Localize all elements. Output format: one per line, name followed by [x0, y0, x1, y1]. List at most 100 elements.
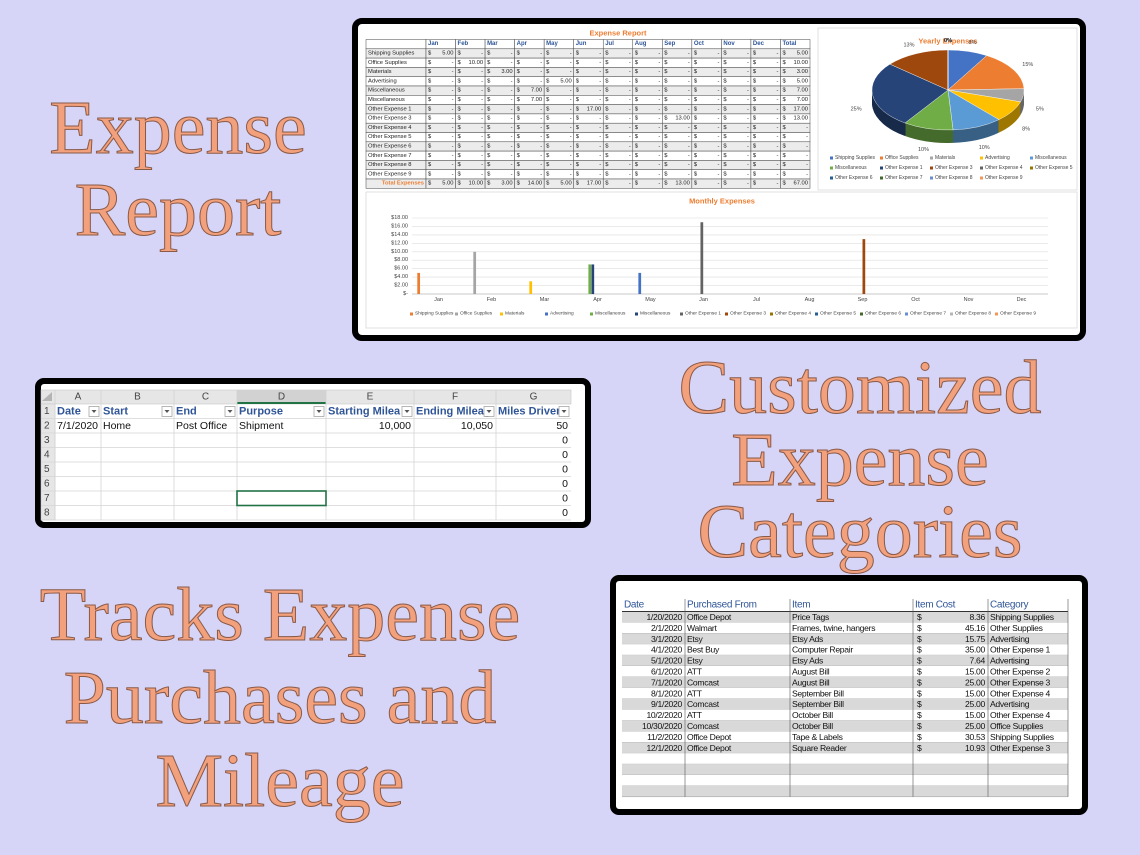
- heading-line: Mileage: [155, 739, 404, 823]
- currency-symbol: $: [517, 50, 521, 56]
- cell-value: -: [540, 106, 542, 112]
- currency-symbol: $: [458, 181, 462, 187]
- cell-value: -: [629, 143, 631, 149]
- row-number: 6: [44, 478, 50, 489]
- cell-value: -: [599, 78, 601, 84]
- currency-symbol: $: [635, 88, 639, 94]
- bar: [638, 272, 642, 294]
- currency-symbol: $: [664, 153, 668, 159]
- row-band: [622, 633, 1068, 645]
- currency-symbol: $: [635, 78, 639, 84]
- currency-symbol: $: [635, 143, 639, 149]
- heading-line: Report: [75, 168, 282, 252]
- currency-symbol: $: [694, 125, 698, 131]
- legend-label: Office Supplies: [885, 155, 919, 161]
- column-header: Dec: [753, 41, 765, 47]
- legend-label: Advertising: [985, 155, 1010, 161]
- cell-value: 7.00: [531, 97, 542, 103]
- cell-value: -: [481, 78, 483, 84]
- currency-symbol: $: [458, 153, 462, 159]
- currency-symbol: $: [917, 732, 922, 742]
- currency-symbol: $: [487, 88, 491, 94]
- currency-symbol: $: [458, 143, 462, 149]
- legend-swatch: [930, 166, 933, 170]
- y-tick-label: $-: [403, 291, 408, 297]
- currency-symbol: $: [723, 97, 727, 103]
- currency-symbol: $: [487, 97, 491, 103]
- purchase-vendor: Etsy: [687, 634, 704, 644]
- purchase-item: September Bill: [792, 699, 844, 709]
- legend-swatch: [635, 312, 638, 316]
- legend-label: Miscellaneous: [640, 311, 671, 317]
- currency-symbol: $: [458, 69, 462, 75]
- currency-symbol: $: [546, 162, 550, 168]
- column-letter: C: [202, 392, 209, 403]
- purchase-category: Advertising: [990, 634, 1030, 644]
- purchase-cost: 15.00: [965, 710, 986, 720]
- cell-value: -: [481, 116, 483, 122]
- cell-value: -: [629, 97, 631, 103]
- purchase-vendor: Etsy: [687, 656, 704, 666]
- purchase-cost: 8.36: [969, 612, 985, 622]
- currency-symbol: $: [635, 162, 639, 168]
- currency-symbol: $: [487, 78, 491, 84]
- cell-value: -: [777, 60, 779, 66]
- cell-value: -: [688, 69, 690, 75]
- cell-value: -: [599, 50, 601, 56]
- cell-value: -: [570, 50, 572, 56]
- cell-value: -: [511, 143, 513, 149]
- currency-symbol: $: [753, 106, 757, 112]
- cell-value: -: [717, 78, 719, 84]
- currency-symbol: $: [546, 171, 550, 177]
- currency-symbol: $: [517, 88, 521, 94]
- currency-symbol: $: [753, 181, 757, 187]
- currency-symbol: $: [546, 69, 550, 75]
- cell-value: 5.00: [442, 50, 453, 56]
- cell-value: -: [511, 78, 513, 84]
- legend-label: Other Expense 8: [955, 311, 991, 317]
- currency-symbol: $: [546, 125, 550, 131]
- cell-value: -: [806, 125, 808, 131]
- purchase-cost: 15.00: [965, 666, 986, 676]
- cell-value: -: [688, 78, 690, 84]
- cell-value: -: [747, 78, 749, 84]
- currency-symbol: $: [723, 69, 727, 75]
- currency-symbol: $: [428, 106, 432, 112]
- cell-value: -: [688, 88, 690, 94]
- currency-symbol: $: [428, 143, 432, 149]
- cell-value: -: [688, 50, 690, 56]
- currency-symbol: $: [723, 153, 727, 159]
- purchase-date: 3/1/2020: [651, 634, 683, 644]
- currency-symbol: $: [458, 171, 462, 177]
- cell-value: -: [452, 143, 454, 149]
- cell-value: -: [540, 143, 542, 149]
- purchase-date: 12/1/2020: [646, 743, 682, 753]
- currency-symbol: $: [782, 181, 786, 187]
- cell-value: -: [570, 153, 572, 159]
- purchase-vendor: Comcast: [687, 721, 720, 731]
- currency-symbol: $: [546, 97, 550, 103]
- cell-value: -: [688, 97, 690, 103]
- currency-symbol: $: [917, 634, 922, 644]
- cell-value: 3.00: [797, 69, 808, 75]
- currency-symbol: $: [546, 153, 550, 159]
- x-tick-label: Aug: [805, 297, 815, 303]
- cell-value: -: [777, 134, 779, 140]
- currency-symbol: $: [517, 125, 521, 131]
- currency-symbol: $: [917, 721, 922, 731]
- cell-value: 5.00: [797, 50, 808, 56]
- legend-label: Other Expense 4: [775, 311, 811, 317]
- column-header: Item Cost: [915, 600, 956, 611]
- currency-symbol: $: [517, 181, 521, 187]
- cell-value: -: [658, 78, 660, 84]
- cell-value: -: [481, 153, 483, 159]
- currency-symbol: $: [694, 69, 698, 75]
- row-band: [622, 742, 1068, 754]
- purchase-item: Price Tags: [792, 612, 829, 622]
- legend-label: Miscellaneous: [835, 165, 867, 171]
- purchase-vendor: ATT: [687, 666, 703, 676]
- column-header: Starting Milea: [328, 405, 401, 417]
- currency-symbol: $: [517, 69, 521, 75]
- currency-symbol: $: [576, 106, 580, 112]
